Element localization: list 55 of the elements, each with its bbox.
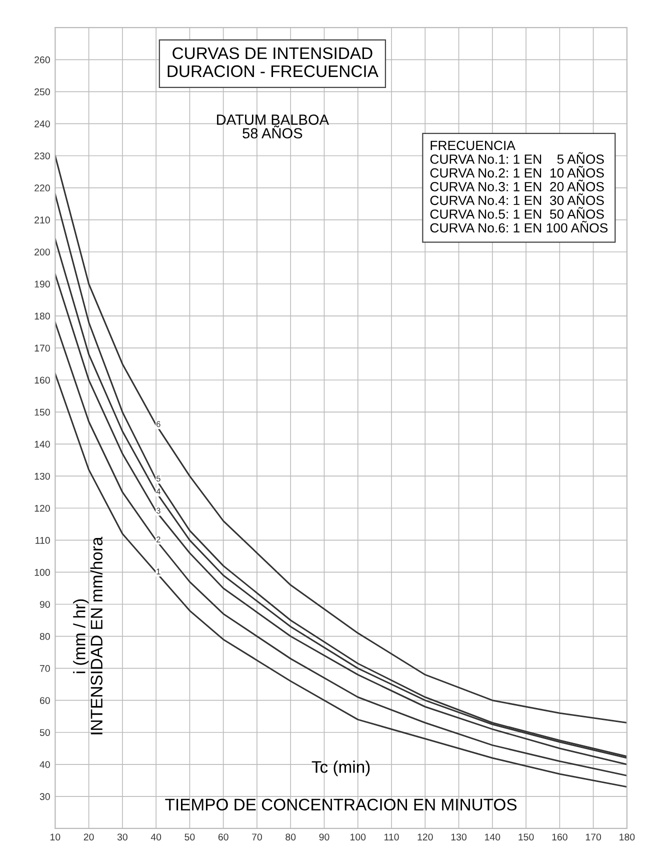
series-label: 6 bbox=[156, 421, 160, 428]
y-tick-label: 50 bbox=[40, 729, 50, 736]
x-tick-label: 160 bbox=[552, 834, 568, 840]
y-tick-label: 70 bbox=[40, 665, 50, 672]
y-tick-label: 140 bbox=[34, 440, 50, 448]
x-tick-label: 40 bbox=[150, 834, 162, 840]
y-tick-label: 30 bbox=[40, 793, 50, 800]
y-tick-label: 150 bbox=[34, 408, 50, 416]
y-tick-label: 200 bbox=[34, 248, 50, 256]
x-tick-label: 150 bbox=[518, 834, 534, 840]
series-label: 1 bbox=[156, 568, 160, 574]
y-tick-label: 170 bbox=[34, 344, 50, 352]
y-tick-label: 80 bbox=[40, 633, 50, 640]
y-tick-label: 240 bbox=[34, 120, 50, 128]
x-tick-label: 90 bbox=[319, 834, 330, 840]
series-label: 3 bbox=[156, 508, 160, 514]
x-tick-label: 130 bbox=[451, 834, 466, 840]
annotation: Tc (min) bbox=[312, 760, 370, 776]
x-tick-label: 180 bbox=[620, 834, 635, 840]
text: CURVAS DE INTENSIDAD DURACION - FRECUENCIA bbox=[168, 47, 378, 78]
x-tick-label: 30 bbox=[117, 834, 128, 840]
x-tick-label: 100 bbox=[350, 834, 366, 840]
x-tick-label: 10 bbox=[50, 834, 60, 840]
series-label: 4 bbox=[156, 488, 160, 494]
annotation: FRECUENCIA CURVA No.1: 1 EN 5 AÑOS CURVA No.2: 1 EN 10 AÑOS CURVA No.3: 1 EN 20 AÑOS CURVA No.4: 1 EN 30 AÑOS CURVA No.5: 1 EN 50 AÑOS CURVA No.6: 1 EN 100 AÑOS bbox=[430, 140, 608, 233]
x-tick-label: 140 bbox=[485, 834, 500, 840]
y-tick-label: 130 bbox=[34, 472, 50, 480]
x-axis-title: TIEMPO DE CONCENTRACION EN MINUTOS bbox=[165, 798, 517, 811]
y-axis-title: INTENSIDAD EN mm/hora bbox=[90, 536, 103, 734]
x-tick-label: 110 bbox=[384, 834, 399, 840]
y-tick-label: 180 bbox=[34, 312, 50, 320]
annotation: i (mm / hr) bbox=[73, 599, 89, 674]
y-tick-label: 190 bbox=[34, 280, 50, 288]
series-label: 5 bbox=[156, 476, 160, 482]
y-tick-label: 260 bbox=[34, 56, 50, 64]
y-tick-label: 100 bbox=[34, 568, 50, 576]
x-tick-label: 50 bbox=[184, 834, 195, 840]
x-tick-label: 80 bbox=[286, 834, 296, 840]
y-tick-label: 90 bbox=[40, 600, 50, 608]
x-tick-label: 60 bbox=[218, 834, 228, 840]
y-tick-label: 230 bbox=[34, 152, 50, 160]
series-label: 2 bbox=[156, 536, 160, 542]
x-tick-label: 70 bbox=[252, 834, 262, 840]
text: DATUM BALBOA 58 AÑOS bbox=[217, 114, 329, 138]
y-tick-label: 60 bbox=[40, 697, 50, 704]
y-tick-label: 250 bbox=[34, 88, 50, 96]
y-tick-label: 210 bbox=[34, 216, 50, 224]
y-tick-label: 220 bbox=[34, 184, 50, 192]
x-tick-label: 170 bbox=[586, 834, 602, 840]
y-tick-label: 40 bbox=[40, 761, 50, 768]
y-tick-label: 120 bbox=[34, 504, 50, 512]
x-tick-label: 120 bbox=[418, 834, 433, 840]
x-tick-label: 20 bbox=[84, 834, 94, 840]
y-tick-label: 110 bbox=[36, 536, 50, 544]
y-tick-label: 160 bbox=[34, 376, 50, 384]
